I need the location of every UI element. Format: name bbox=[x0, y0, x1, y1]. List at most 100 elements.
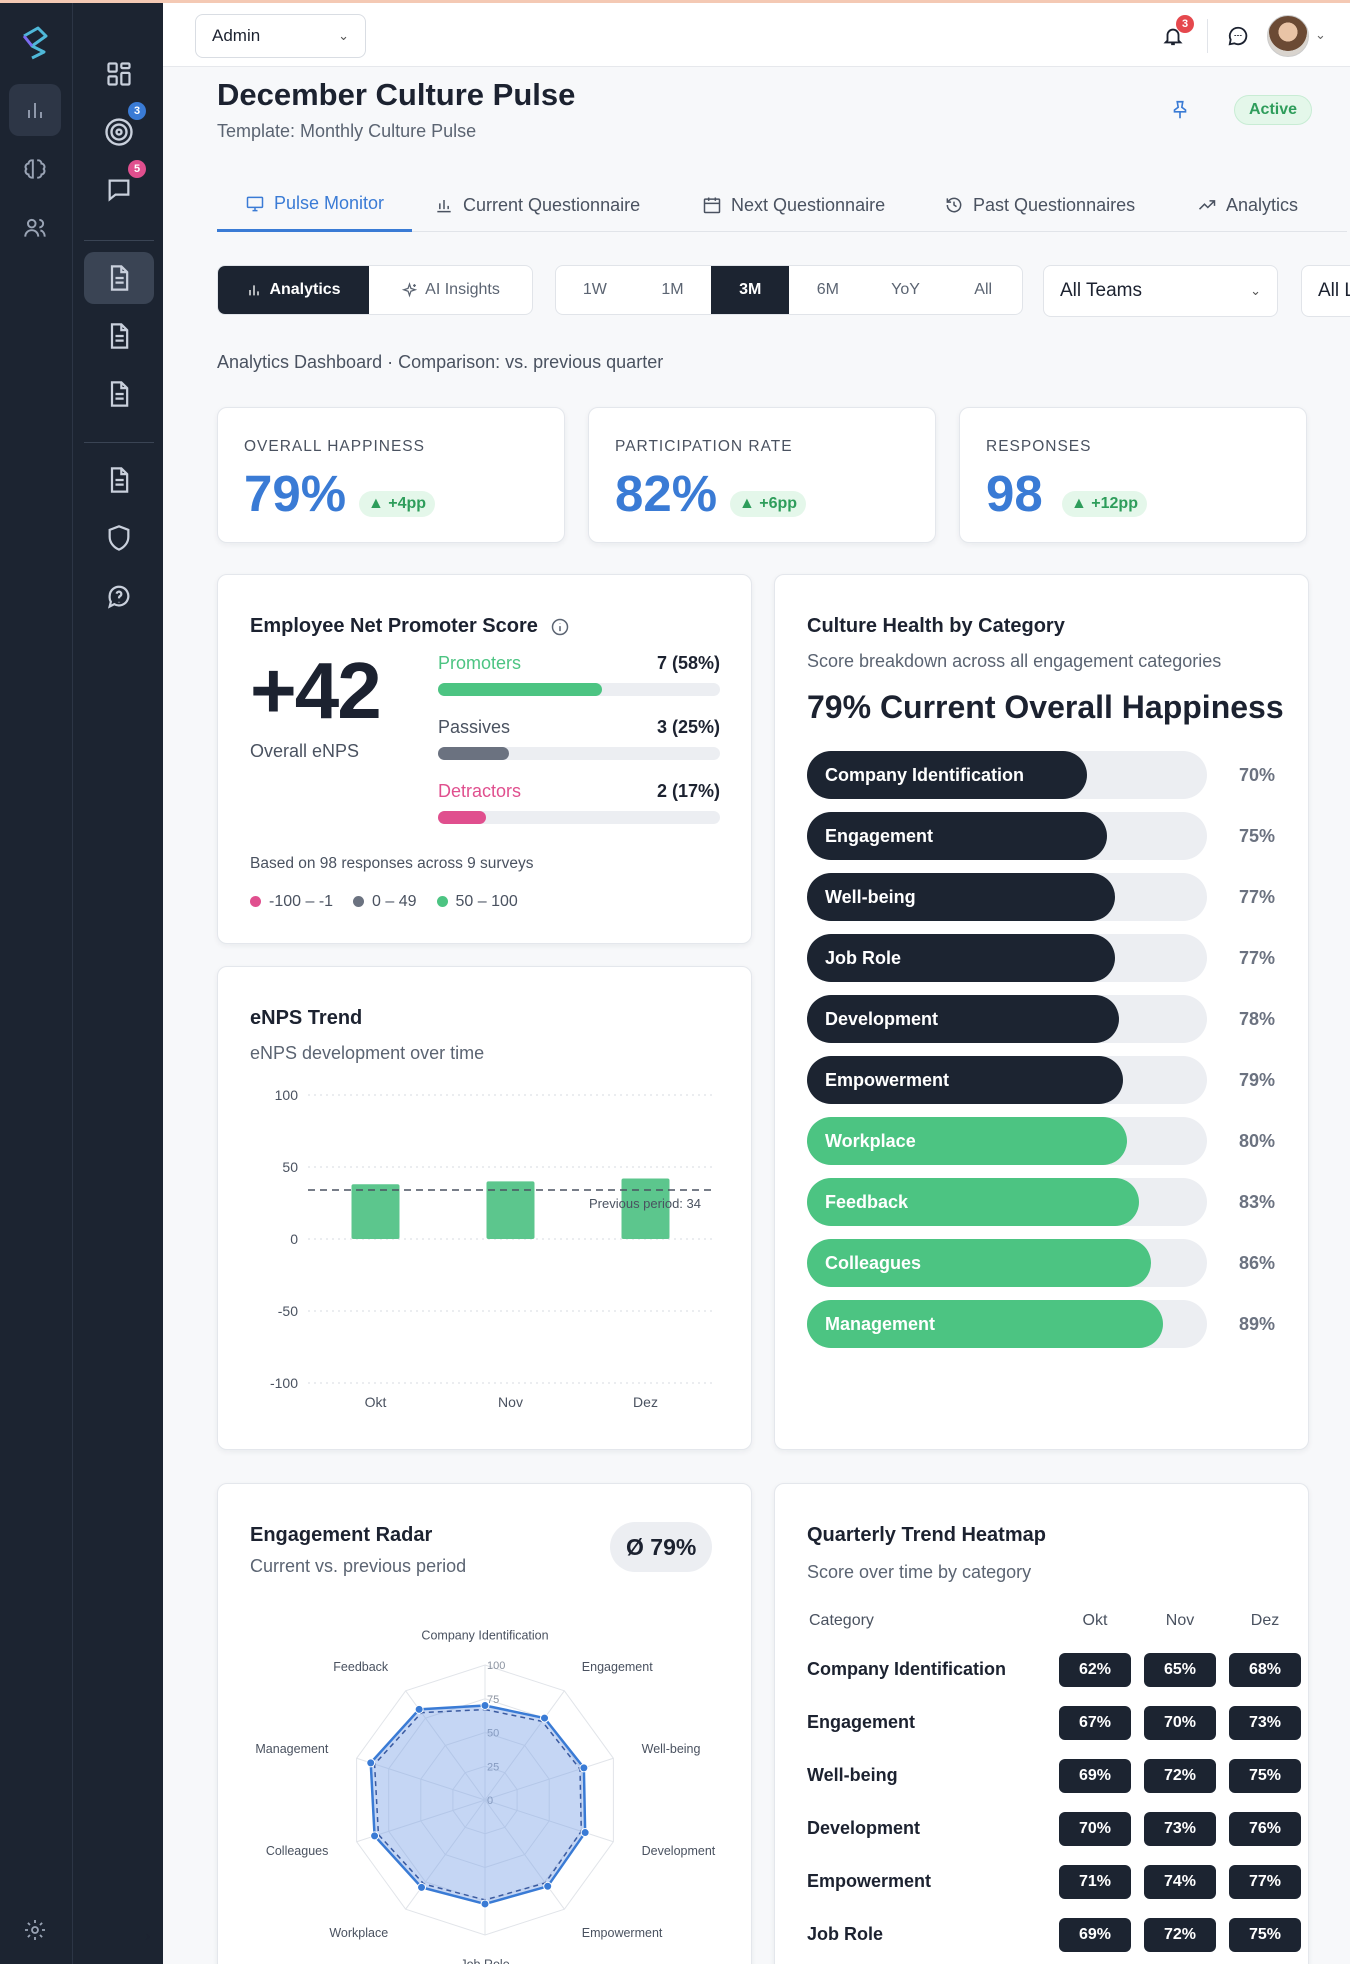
view-ai-insights-button[interactable]: AI Insights bbox=[369, 266, 532, 314]
legend-dot bbox=[250, 896, 261, 907]
sidebar-item-messages[interactable]: 5 bbox=[84, 160, 154, 216]
document-icon bbox=[110, 381, 129, 407]
enps-row-fill bbox=[438, 683, 602, 696]
chevron-down-icon[interactable]: ⌄ bbox=[1315, 27, 1326, 42]
enps-row-fill bbox=[438, 811, 486, 824]
rail-settings[interactable] bbox=[9, 1904, 61, 1956]
radar-axis-label: Well-being bbox=[642, 1742, 701, 1756]
period-6m[interactable]: 6M bbox=[816, 281, 839, 298]
document-icon bbox=[110, 467, 129, 493]
goals-badge: 3 bbox=[128, 102, 146, 120]
sidebar-item-reports[interactable] bbox=[84, 454, 154, 506]
category-fill: Company Identification bbox=[807, 751, 1087, 799]
tab-label: Past Questionnaires bbox=[973, 194, 1136, 215]
category-fill: Job Role bbox=[807, 934, 1115, 982]
category-row: Development 78% bbox=[807, 995, 1275, 1043]
sidebar-item-document-2[interactable] bbox=[84, 310, 154, 362]
kpi-card-responses: RESPONSES 98 ▲ +12pp bbox=[959, 407, 1307, 543]
kpi-value: 79% bbox=[244, 465, 347, 522]
kpi-delta-badge: ▲ +12pp bbox=[1062, 491, 1147, 517]
tab-current-questionnaire[interactable]: Current Questionnaire bbox=[434, 178, 640, 232]
enps-row-value: 2 (17%) bbox=[656, 781, 720, 801]
top-bar: Admin ⌄ 3 ⌄ bbox=[163, 3, 1350, 67]
role-select[interactable]: Admin ⌄ bbox=[195, 14, 366, 58]
tab-label: Pulse Monitor bbox=[273, 193, 385, 213]
message-icon bbox=[108, 179, 130, 202]
sparkle-icon bbox=[401, 281, 418, 297]
category-fill: Development bbox=[807, 995, 1119, 1043]
document-icon bbox=[110, 323, 129, 349]
tab-pulse-monitor[interactable]: Pulse Monitor bbox=[217, 178, 412, 232]
sidebar-item-document-3[interactable] bbox=[84, 368, 154, 420]
users-icon bbox=[24, 218, 46, 237]
tab-next-questionnaire[interactable]: Next Questionnaire bbox=[702, 178, 885, 232]
category-fill: Empowerment bbox=[807, 1056, 1123, 1104]
y-tick-label: 0 bbox=[290, 1231, 298, 1247]
rail-analytics[interactable] bbox=[9, 84, 61, 136]
view-ai-insights-label: AI Insights bbox=[425, 281, 500, 298]
category-fill: Management bbox=[807, 1300, 1163, 1348]
radar-spoke bbox=[484, 1799, 565, 1910]
period-all[interactable]: All bbox=[974, 281, 993, 298]
period-1w[interactable]: 1W bbox=[582, 281, 607, 298]
app-logo-icon[interactable] bbox=[14, 22, 56, 64]
second-filter-select[interactable]: All L bbox=[1301, 265, 1350, 317]
category-percent: 70% bbox=[1238, 765, 1275, 785]
sidebar-item-security[interactable] bbox=[84, 512, 154, 564]
tab-past-questionnaires[interactable]: Past Questionnaires bbox=[944, 178, 1135, 232]
radar-spoke bbox=[484, 1690, 565, 1801]
notifications-button[interactable]: 3 bbox=[1156, 15, 1194, 53]
sidebar-item-goals[interactable]: 3 bbox=[84, 102, 154, 158]
info-icon[interactable] bbox=[550, 617, 570, 637]
gear-icon bbox=[25, 1920, 45, 1940]
category-row: Job Role 77% bbox=[807, 934, 1275, 982]
period-yoy[interactable]: YoY bbox=[891, 281, 920, 298]
sidebar-item-dashboard[interactable] bbox=[84, 48, 154, 100]
team-filter-select[interactable]: All Teams ⌄ bbox=[1043, 265, 1278, 317]
heatmap-header-col: Okt bbox=[1082, 1612, 1108, 1629]
kpi-delta-badge: ▲ +4pp bbox=[359, 491, 436, 517]
rail-brain[interactable] bbox=[9, 143, 61, 195]
heatmap-row-label: Job Role bbox=[807, 1924, 884, 1944]
grid-icon bbox=[107, 62, 131, 86]
category-fill: Colleagues bbox=[807, 1239, 1151, 1287]
radar-point bbox=[540, 1713, 550, 1723]
enps-title: Employee Net Promoter Score bbox=[250, 615, 538, 637]
tab-analytics[interactable]: Analytics bbox=[1197, 178, 1298, 232]
radar-axis-label: Development bbox=[642, 1844, 716, 1858]
culture-subtitle: Score breakdown across all engagement ca… bbox=[807, 651, 1222, 671]
enps-trend-card: eNPS Trend eNPS development over time 10… bbox=[217, 966, 752, 1450]
category-row: Workplace 80% bbox=[807, 1117, 1275, 1165]
enps-row-value: 3 (25%) bbox=[656, 717, 720, 737]
period-1m[interactable]: 1M bbox=[661, 281, 684, 298]
heatmap-cell: 70% bbox=[1144, 1706, 1216, 1740]
culture-title: Culture Health by Category bbox=[807, 615, 1065, 637]
sidebar-item-pulse-survey[interactable] bbox=[84, 252, 154, 304]
bell-icon bbox=[1163, 28, 1183, 46]
enps-trend-chart: 100 50 0 -50 -100 Okt Nov Dez Previous period: 3… bbox=[270, 1087, 713, 1410]
period-3m[interactable]: 3M bbox=[711, 266, 790, 314]
radar-axis-label: Colleagues bbox=[266, 1844, 329, 1858]
radar-axis-label: Job Role bbox=[460, 1958, 509, 1964]
kpi-label: OVERALL HAPPINESS bbox=[244, 438, 425, 455]
radar-spoke bbox=[356, 1757, 486, 1801]
rail-people[interactable] bbox=[9, 202, 61, 254]
category-percent: 80% bbox=[1238, 1131, 1275, 1151]
sidebar-item-help[interactable] bbox=[84, 570, 154, 622]
radar-axis-label: Empowerment bbox=[582, 1926, 663, 1940]
enps-row-label: Detractors bbox=[438, 781, 522, 801]
culture-headline: 79% Current Overall Happiness bbox=[807, 689, 1284, 725]
avatar[interactable] bbox=[1267, 15, 1309, 57]
chat-button[interactable] bbox=[1223, 21, 1253, 51]
heatmap-cell: 69% bbox=[1059, 1759, 1131, 1793]
category-track: Job Role bbox=[807, 934, 1207, 982]
radar-point bbox=[480, 1899, 490, 1909]
pin-icon[interactable] bbox=[1169, 99, 1191, 121]
enps-legend: -100 – -1 0 – 49 50 – 100 bbox=[250, 893, 518, 911]
heatmap-cell: 67% bbox=[1059, 1706, 1131, 1740]
heatmap-cell: 73% bbox=[1229, 1706, 1301, 1740]
trend-heatmap-card: Quarterly Trend Heatmap Score over time … bbox=[774, 1483, 1309, 1964]
heatmap-cell: 71% bbox=[1059, 1865, 1131, 1899]
view-analytics-button[interactable]: Analytics bbox=[218, 266, 370, 314]
legend-item: 50 – 100 bbox=[436, 893, 518, 911]
